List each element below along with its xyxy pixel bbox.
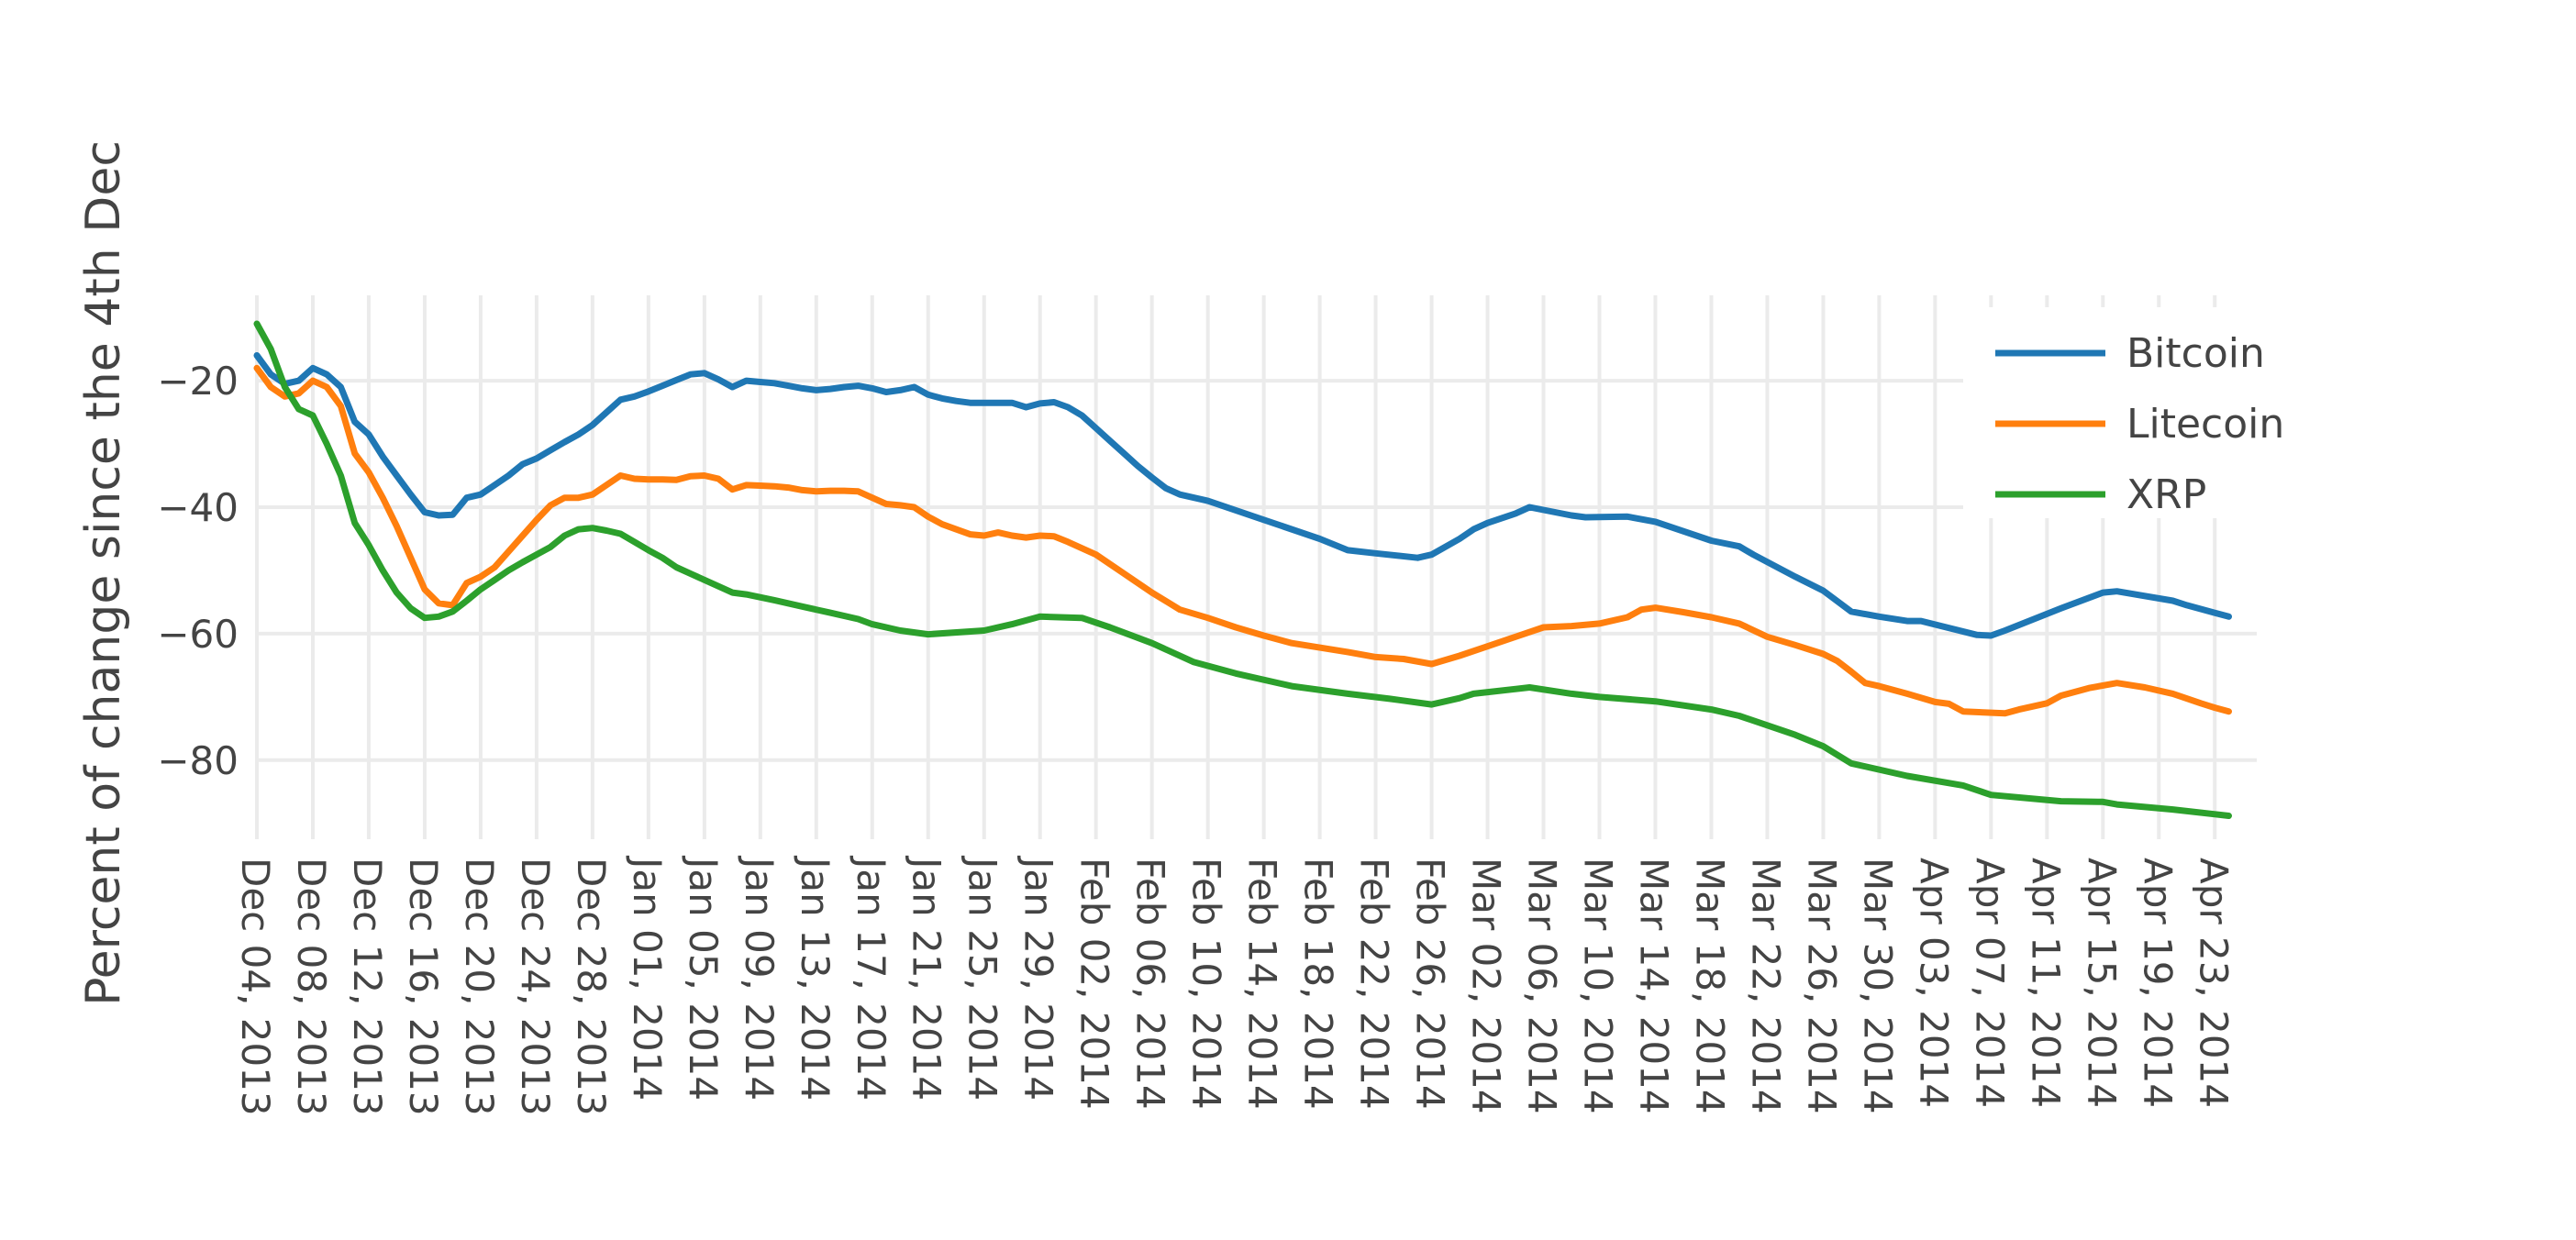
- x-tick-label: Mar 14, 2014: [1631, 858, 1676, 1114]
- x-tick-label: Jan 17, 2014: [849, 855, 894, 1101]
- x-tick-label: Mar 06, 2014: [1520, 858, 1565, 1114]
- x-tick-label: Jan 01, 2014: [625, 855, 670, 1101]
- x-tick-label: Jan 25, 2014: [960, 855, 1005, 1101]
- x-tick-label: Dec 12, 2013: [345, 858, 390, 1116]
- x-tick-label: Dec 28, 2013: [569, 858, 614, 1116]
- x-tick-label: Feb 14, 2014: [1240, 858, 1285, 1110]
- x-tick-label: Mar 02, 2014: [1464, 858, 1509, 1114]
- x-tick-label: Feb 06, 2014: [1128, 858, 1173, 1110]
- x-tick-label: Feb 22, 2014: [1352, 858, 1397, 1110]
- x-tick-label: Jan 13, 2014: [793, 855, 838, 1101]
- x-tick-label: Mar 30, 2014: [1855, 858, 1900, 1114]
- y-axis-title: Percent of change since the 4th Dec: [76, 140, 131, 1006]
- x-tick-label: Feb 18, 2014: [1296, 858, 1341, 1110]
- series-line-bitcoin: [253, 352, 2232, 639]
- legend-label-litecoin: Litecoin: [2126, 401, 2284, 448]
- series-layer: [253, 320, 2232, 819]
- x-tick-label: Apr 23, 2014: [2191, 858, 2236, 1108]
- y-tick-label: −60: [157, 612, 239, 657]
- y-tick-label: −20: [157, 359, 239, 404]
- x-tick-label: Jan 29, 2014: [1016, 855, 1061, 1101]
- x-tick-label: Jan 09, 2014: [737, 855, 782, 1101]
- x-tick-label: Dec 04, 2013: [233, 858, 278, 1116]
- x-tick-label: Dec 08, 2013: [289, 858, 334, 1116]
- x-tick-label: Feb 26, 2014: [1408, 858, 1453, 1110]
- y-axis-ticks: −20 −40 −60 −80: [157, 359, 239, 783]
- x-tick-label: Apr 11, 2014: [2023, 858, 2068, 1108]
- x-tick-label: Feb 10, 2014: [1184, 858, 1229, 1110]
- legend-label-xrp: XRP: [2126, 471, 2206, 518]
- legend-box: [1963, 307, 2312, 518]
- grid: [255, 295, 2257, 839]
- x-tick-label: Feb 02, 2014: [1072, 858, 1117, 1110]
- x-tick-label: Jan 21, 2014: [905, 855, 949, 1101]
- x-tick-label: Mar 22, 2014: [1743, 858, 1788, 1114]
- series-line-litecoin: [253, 364, 2232, 717]
- x-tick-label: Apr 03, 2014: [1911, 858, 1956, 1108]
- x-tick-label: Apr 07, 2014: [1967, 858, 2012, 1108]
- x-tick-label: Apr 19, 2014: [2135, 858, 2180, 1108]
- legend: Bitcoin Litecoin XRP: [1963, 307, 2312, 518]
- x-tick-label: Dec 16, 2013: [401, 858, 446, 1116]
- x-tick-label: Dec 24, 2013: [513, 858, 558, 1116]
- series-line-xrp: [253, 320, 2232, 819]
- x-tick-label: Mar 26, 2014: [1799, 858, 1844, 1114]
- x-axis-ticks: Dec 04, 2013 Dec 08, 2013 Dec 12, 2013 Dec …: [233, 855, 2236, 1116]
- x-tick-label: Apr 15, 2014: [2079, 858, 2124, 1108]
- y-tick-label: −80: [157, 738, 239, 783]
- x-tick-label: Dec 20, 2013: [457, 858, 502, 1116]
- x-tick-label: Jan 05, 2014: [681, 855, 726, 1101]
- legend-label-bitcoin: Bitcoin: [2126, 330, 2265, 377]
- x-tick-label: Mar 18, 2014: [1687, 858, 1732, 1114]
- y-tick-label: −40: [157, 485, 239, 530]
- x-tick-label: Mar 10, 2014: [1575, 858, 1620, 1114]
